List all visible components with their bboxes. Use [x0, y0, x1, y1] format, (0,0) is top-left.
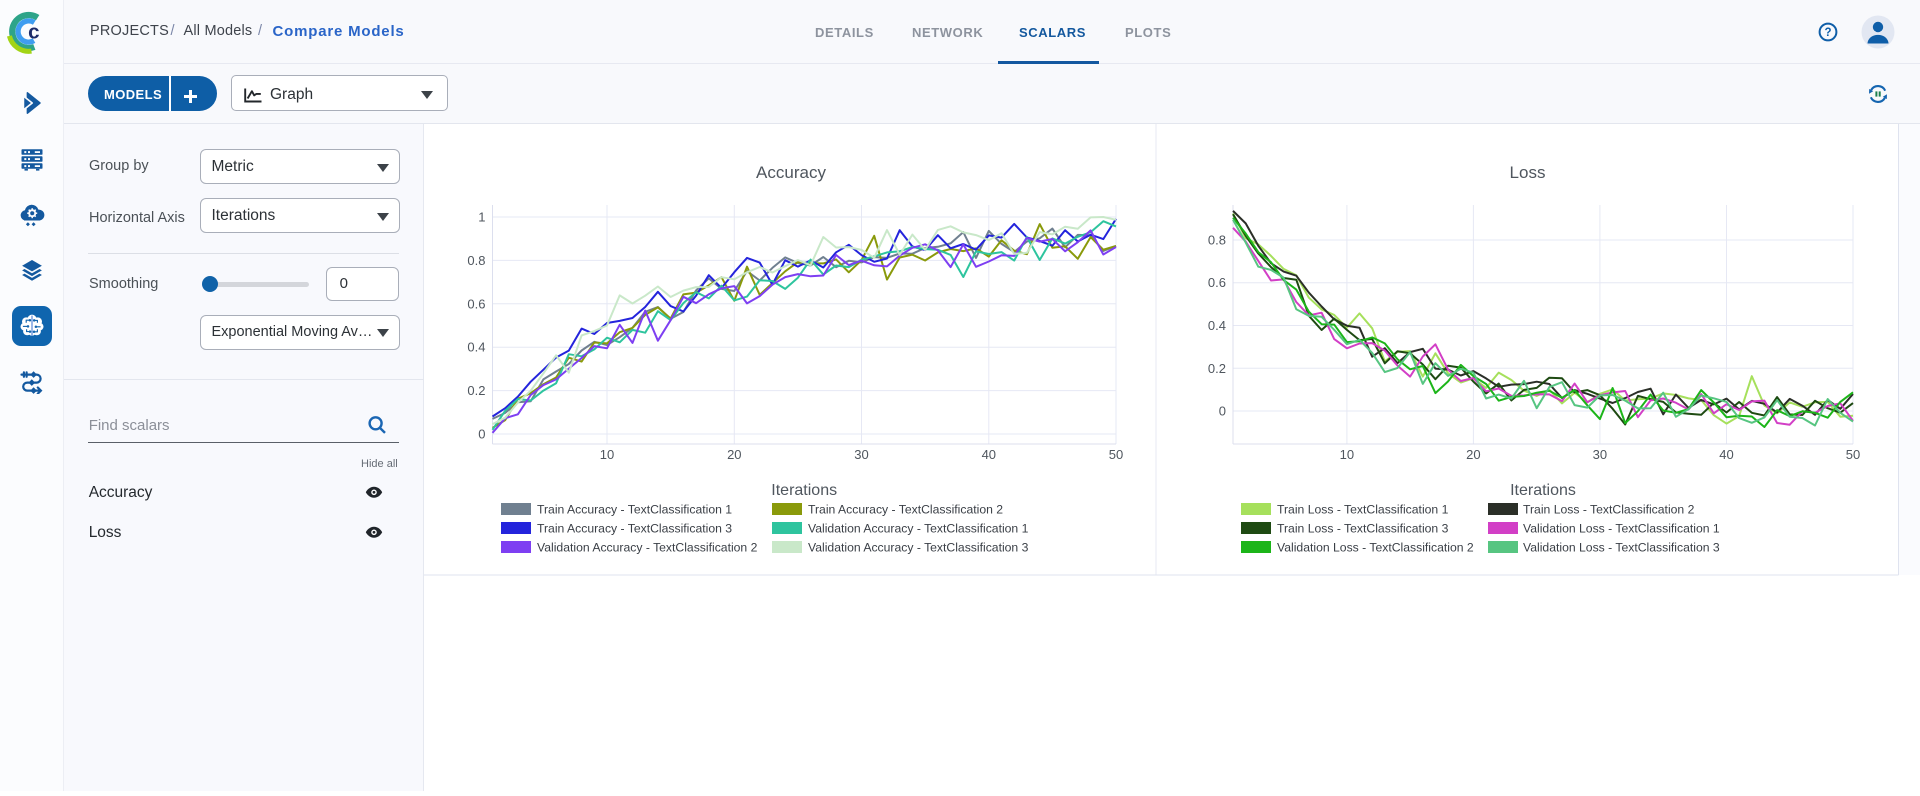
svg-text:Train Loss - TextClassificatio: Train Loss - TextClassification 2 [1523, 502, 1695, 516]
svg-text:20: 20 [1466, 447, 1480, 462]
svg-text:40: 40 [982, 447, 996, 462]
svg-text:30: 30 [854, 447, 868, 462]
svg-text:0.6: 0.6 [467, 296, 485, 311]
svg-text:Validation Accuracy - TextClas: Validation Accuracy - TextClassification… [808, 540, 1029, 554]
svg-text:0.2: 0.2 [1208, 361, 1226, 376]
svg-text:Train Accuracy - TextClassific: Train Accuracy - TextClassification 2 [808, 502, 1003, 516]
svg-text:50: 50 [1846, 447, 1860, 462]
svg-text:Iterations: Iterations [1510, 482, 1576, 499]
svg-text:Validation Accuracy - TextClas: Validation Accuracy - TextClassification… [808, 521, 1029, 535]
svg-text:20: 20 [727, 447, 741, 462]
svg-text:Iterations: Iterations [771, 482, 837, 499]
svg-text:0: 0 [1219, 404, 1226, 419]
svg-text:0.4: 0.4 [1208, 318, 1226, 333]
svg-text:Train Accuracy - TextClassific: Train Accuracy - TextClassification 1 [537, 502, 732, 516]
svg-text:0: 0 [478, 427, 485, 442]
svg-text:30: 30 [1593, 447, 1607, 462]
svg-text:Validation Loss - TextClassifi: Validation Loss - TextClassification 2 [1277, 540, 1474, 554]
svg-text:Train Accuracy - TextClassific: Train Accuracy - TextClassification 3 [537, 521, 732, 535]
svg-text:0.2: 0.2 [467, 383, 485, 398]
svg-text:Accuracy: Accuracy [756, 163, 826, 182]
svg-text:50: 50 [1109, 447, 1123, 462]
svg-text:Validation Loss - TextClassifi: Validation Loss - TextClassification 3 [1523, 540, 1720, 554]
svg-text:40: 40 [1719, 447, 1733, 462]
svg-text:Train Loss - TextClassificatio: Train Loss - TextClassification 1 [1277, 502, 1449, 516]
svg-text:0.4: 0.4 [467, 340, 485, 355]
svg-text:1: 1 [478, 210, 485, 225]
svg-text:Validation Loss - TextClassifi: Validation Loss - TextClassification 1 [1523, 521, 1720, 535]
svg-text:10: 10 [1340, 447, 1354, 462]
svg-text:0.8: 0.8 [467, 253, 485, 268]
svg-text:?: ? [1824, 27, 1831, 39]
svg-text:Loss: Loss [1510, 163, 1546, 182]
svg-text:c: c [28, 20, 39, 43]
svg-text:0.8: 0.8 [1208, 233, 1226, 248]
svg-text:10: 10 [600, 447, 614, 462]
svg-text:0.6: 0.6 [1208, 275, 1226, 290]
svg-text:Validation Accuracy - TextClas: Validation Accuracy - TextClassification… [537, 540, 758, 554]
svg-text:Train Loss - TextClassificatio: Train Loss - TextClassification 3 [1277, 521, 1449, 535]
